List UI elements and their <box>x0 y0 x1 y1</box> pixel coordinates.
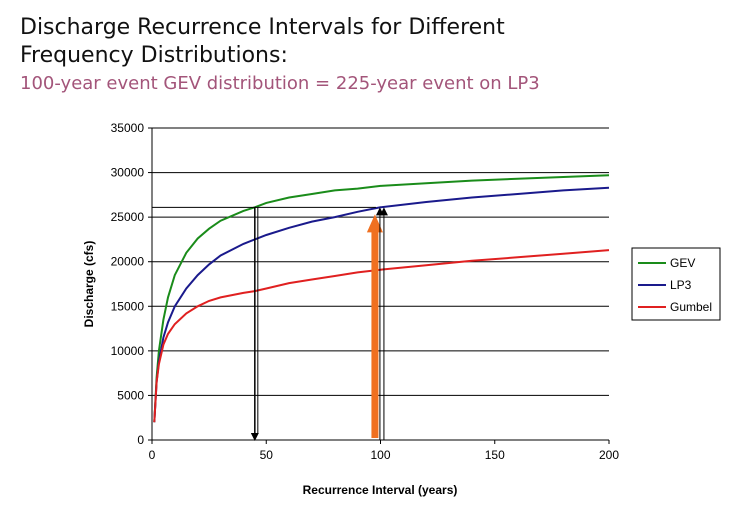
y-tick-label-10000: 10000 <box>111 344 145 358</box>
x-axis-label: Recurrence Interval (years) <box>303 483 458 497</box>
y-tick-label-35000: 35000 <box>111 121 145 135</box>
page-title: Discharge Recurrence Intervals for Diffe… <box>20 15 505 68</box>
series-line-gev <box>153 174 610 423</box>
legend-label-gumbel: Gumbel <box>670 300 712 314</box>
y-tick-label-15000: 15000 <box>111 299 145 313</box>
page-subtitle: 100-year event GEV distribution = 225-ye… <box>20 73 540 94</box>
x-tick-label-100: 100 <box>370 448 390 462</box>
y-tick-label-20000: 20000 <box>111 255 145 269</box>
x-tick-label-150: 150 <box>485 448 505 462</box>
y-axis-label: Discharge (cfs) <box>82 241 96 328</box>
legend-label-gev: GEV <box>670 256 695 270</box>
x-tick-label-0: 0 <box>149 448 156 462</box>
series-line-gumbel <box>153 249 610 423</box>
x-tick-label-50: 50 <box>260 448 274 462</box>
y-tick-label-25000: 25000 <box>111 210 145 224</box>
y-tick-label-5000: 5000 <box>117 388 144 402</box>
y-tick-label-0: 0 <box>137 433 144 447</box>
legend-label-lp3: LP3 <box>670 278 692 292</box>
x-tick-label-200: 200 <box>599 448 619 462</box>
y-tick-label-30000: 30000 <box>111 166 145 180</box>
series-line-lp3 <box>153 186 610 423</box>
